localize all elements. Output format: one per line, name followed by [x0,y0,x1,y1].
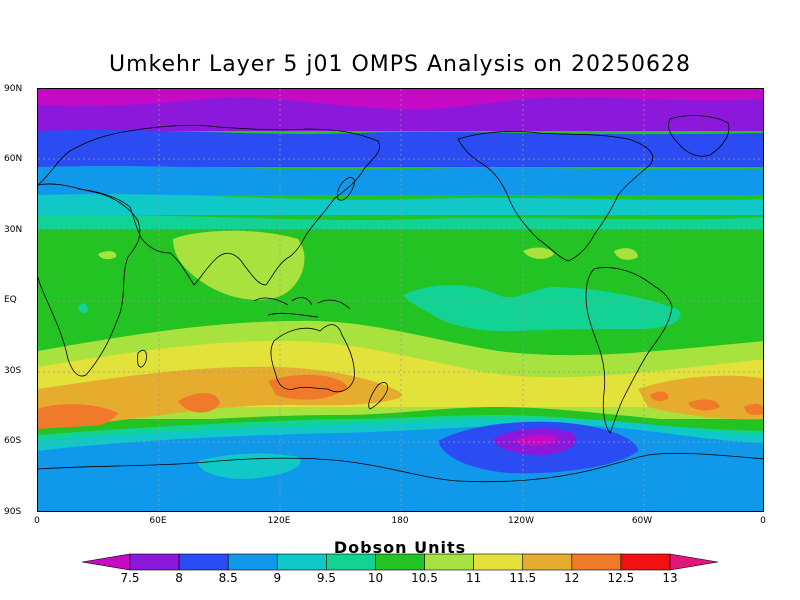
colorbar-tick-label: 9 [273,571,282,585]
colorbar-tick-label: 11.5 [509,571,537,585]
colorbar-tick-label: 13 [662,571,678,585]
ozone-field-svg [38,89,763,511]
lat-label-90s: 90S [4,507,22,517]
colorbar-segment [227,553,278,571]
lat-label-90n: 90N [4,84,23,94]
lat-label-60n: 60N [4,154,23,164]
patch-lightgreen-carib [523,247,554,259]
colorbar-segment [522,553,573,571]
colorbar-segment [473,553,524,571]
patch-teal-antarctic [198,453,301,479]
colorbar-tick-label: 10 [367,571,384,585]
lon-label-0: 0 [34,516,40,526]
lon-label-60e: 60E [149,516,167,526]
coast-namerica [457,130,654,262]
colorbar-tick-label: 8.5 [218,571,238,585]
patch-darkorange-2 [178,392,220,413]
patch-seagreen-pacific [403,285,681,332]
coast-japan [337,177,355,201]
patch-orange-atl [638,375,763,420]
colorbar-segment [129,553,180,571]
colorbar-segment [178,553,229,571]
lon-label-120w: 120W [507,516,535,526]
colorbar-min-triangle [81,553,131,571]
band-cyan-north [38,166,763,195]
colorbar-tick-label: 7.5 [120,571,140,585]
colorbar [81,553,719,571]
map-title: Umkehr Layer 5 j01 OMPS Analysis on 2025… [109,52,691,77]
colorbar-tick-label: 12 [564,571,580,585]
colorbar-tick-label: 11 [465,571,482,585]
band-teal-north [38,194,763,215]
colorbar-tick-label: 8 [175,571,183,585]
patch-yellow-pac [418,390,440,398]
colorbar-title: Dobson Units [333,538,467,557]
band-seagreen-north [38,214,763,229]
patch-darkorange-5 [688,399,720,411]
coast-africa [38,183,141,377]
coast-greenland [668,115,730,157]
coast-newzealand [368,382,388,410]
lat-label-60s: 60S [4,436,22,446]
colorbar-segment [424,553,474,571]
patch-lightgreen-asia [173,230,305,300]
lat-label-30n: 30N [4,225,23,235]
colorbar-segment [620,553,671,571]
colorbar-segment [375,553,425,571]
coast-eurasia [38,124,380,286]
lat-label-30s: 30S [4,366,22,376]
graticule [38,89,763,511]
patch-magenta-pacific [513,434,558,447]
ozone-map [37,88,764,512]
lon-label-0-right: 0 [760,516,766,526]
patch-lightgreen-carib2 [614,248,638,260]
colorbar-max-triangle [669,553,719,571]
coastlines [38,115,763,483]
band-magenta-north [38,89,763,110]
band-blue-north [38,130,763,167]
patch-seagreen-atl [78,303,88,314]
colorbar-segment [571,553,622,571]
colorbar-segment [326,553,376,571]
colorbar-tick-label: 9.5 [316,571,336,585]
coast-antarctica [38,452,763,483]
patch-darkorange-4 [650,391,669,402]
colorbar-tick-label: 12.5 [607,571,635,585]
patch-darkorange-6 [744,403,763,415]
coast-australia [270,324,355,393]
coast-indonesia [253,297,351,318]
coast-samerica [585,267,673,434]
lon-label-180: 180 [391,516,409,526]
patch-darkorange-1 [38,404,118,433]
colorbar-segment [276,553,327,571]
lon-label-60w: 60W [631,516,653,526]
colorbar-tick-label: 10.5 [411,571,438,585]
patch-lightgreen-atl [98,251,117,260]
lat-label-eq: EQ [4,295,17,305]
coast-madagascar [137,349,147,368]
lon-label-120e: 120E [267,516,291,526]
